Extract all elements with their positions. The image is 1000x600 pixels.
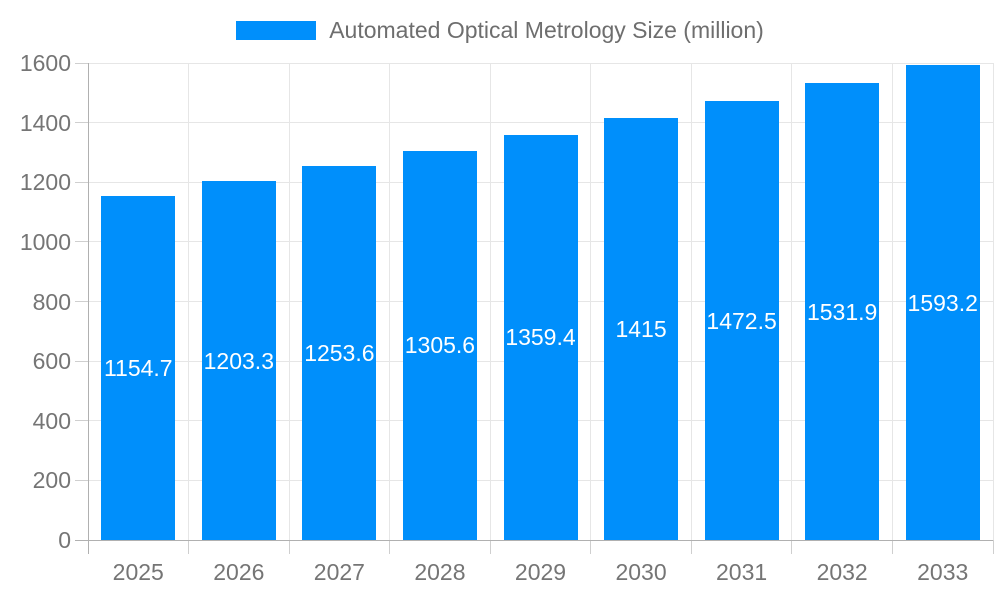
h-gridline [88,122,993,124]
v-gridline [188,63,190,540]
bar-value-label: 1203.3 [203,347,274,374]
v-gridline [389,63,391,540]
x-axis-label: 2025 [112,559,164,585]
y-axis-label: 0 [58,527,71,553]
v-gridline [288,63,290,540]
bar-value-label: 1305.6 [404,332,476,359]
y-axis-tick [75,301,88,302]
bar-value-label: 1154.7 [103,354,173,381]
x-axis-tick [590,540,592,554]
x-axis-tick [791,540,793,554]
y-axis-tick [75,122,88,124]
y-axis-label: 1400 [19,109,71,136]
x-axis-tick [188,540,190,554]
bar-value-label: 1593.2 [907,289,978,316]
y-axis-tick [75,360,88,362]
bar[interactable] [604,118,679,540]
v-gridline [791,63,793,540]
bar[interactable] [805,83,880,540]
x-axis-label: 2030 [615,559,667,585]
x-axis-label: 2026 [213,559,265,585]
bar-value-label: 1472.5 [706,307,777,334]
y-axis-tick [75,241,88,243]
x-axis-tick [389,540,391,554]
bar[interactable] [302,166,377,540]
x-axis-line [75,539,993,541]
y-axis-label: 800 [32,288,71,315]
bar[interactable] [101,195,176,540]
x-axis-tick [489,540,491,554]
x-axis-tick [891,540,893,554]
y-axis-tick [75,479,88,481]
y-axis-label: 1600 [19,50,71,76]
y-axis-tick [75,62,88,64]
h-gridline [88,62,993,64]
bar[interactable] [704,101,779,540]
v-gridline [690,63,692,540]
v-gridline [489,63,491,540]
x-axis-tick [690,540,692,554]
bar-value-label: 1531.9 [806,298,878,325]
x-axis-tick [288,540,290,554]
bar[interactable] [402,150,477,540]
y-axis-label: 1200 [19,169,71,196]
y-axis-line [87,63,89,554]
x-axis-label: 2029 [514,559,567,585]
y-axis-label: 1000 [19,228,71,255]
chart-legend[interactable]: Automated Optical Metrology Size (millio… [0,17,1000,43]
bar-value-label: 1359.4 [505,324,576,351]
legend-swatch [236,20,317,40]
v-gridline [590,63,592,540]
y-axis-label: 200 [32,467,71,494]
bar[interactable] [905,65,980,540]
y-axis-label: 600 [32,348,71,375]
x-axis-label: 2027 [313,559,365,585]
bar-value-label: 1253.6 [304,340,375,367]
x-axis-label: 2032 [816,559,868,585]
bar[interactable] [201,181,276,540]
x-axis-tick [992,540,994,554]
y-axis-label: 400 [32,407,71,434]
v-gridline [891,63,893,540]
bar[interactable] [503,134,578,540]
legend-label: Automated Optical Metrology Size (millio… [329,16,764,43]
x-axis-label: 2028 [414,559,466,585]
y-axis-tick [75,181,88,183]
bar-value-label: 1415 [615,316,667,343]
x-axis-label: 2031 [716,559,768,585]
v-gridline [992,63,994,540]
y-axis-tick [75,420,88,422]
x-axis-label: 2033 [917,559,969,585]
